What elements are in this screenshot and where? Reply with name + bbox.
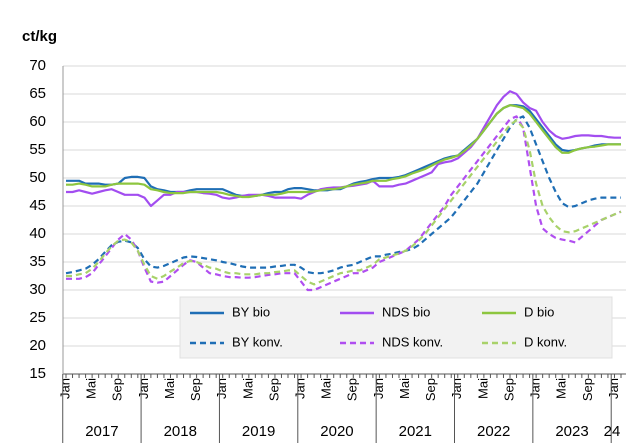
x-tick-label: Sep bbox=[580, 378, 595, 401]
y-tick-label: 15 bbox=[29, 365, 46, 382]
x-tick-label: Sep bbox=[266, 378, 281, 401]
year-label: 2017 bbox=[85, 423, 118, 440]
x-tick-label: Mai bbox=[162, 378, 177, 399]
series-line bbox=[65, 115, 621, 275]
x-tick-label: Jan bbox=[449, 378, 464, 399]
y-axis-label: ct/kg bbox=[22, 28, 57, 45]
y-tick-label: 40 bbox=[29, 225, 46, 242]
y-tick-label: 50 bbox=[29, 169, 46, 186]
x-tick-label: Sep bbox=[345, 378, 360, 401]
y-tick-label: 20 bbox=[29, 337, 46, 354]
year-label: 2018 bbox=[164, 423, 197, 440]
year-label: 2020 bbox=[320, 423, 353, 440]
x-tick-label: Mai bbox=[475, 378, 490, 399]
x-tick-label: Mai bbox=[554, 378, 569, 399]
year-label: 2019 bbox=[242, 423, 275, 440]
x-tick-label: Mai bbox=[319, 378, 334, 399]
year-label: 24 bbox=[604, 423, 621, 440]
legend-label: D bio bbox=[524, 304, 554, 319]
y-tick-label: 25 bbox=[29, 309, 46, 326]
y-tick-label: 65 bbox=[29, 85, 46, 102]
x-tick-label: Sep bbox=[423, 378, 438, 401]
legend-label: BY konv. bbox=[232, 334, 283, 349]
legend-label: NDS bio bbox=[382, 304, 430, 319]
x-tick-label: Sep bbox=[501, 378, 516, 401]
legend-label: D konv. bbox=[524, 334, 567, 349]
series-line bbox=[66, 104, 621, 199]
legend-label: BY bio bbox=[232, 304, 270, 319]
x-tick-label: Mai bbox=[240, 378, 255, 399]
x-tick-label: Mai bbox=[397, 378, 412, 399]
x-tick-label: Sep bbox=[188, 378, 203, 401]
x-tick-label: Jan bbox=[606, 378, 621, 399]
x-tick-label: Jan bbox=[292, 378, 307, 399]
series-line bbox=[66, 115, 622, 292]
x-tick-label: Jan bbox=[371, 378, 386, 399]
legend: BY bio NDS bio D bio BY konv. NDS konv. D kon… bbox=[179, 296, 613, 359]
x-tick-label: Jan bbox=[214, 378, 229, 399]
y-tick-label: 55 bbox=[29, 141, 46, 158]
x-tick-label: Jan bbox=[57, 378, 72, 399]
y-tick-label: 70 bbox=[29, 57, 46, 74]
y-tick-label: 45 bbox=[29, 197, 46, 214]
series-line bbox=[66, 119, 622, 286]
x-tick-label: Sep bbox=[110, 378, 125, 401]
year-label: 2023 bbox=[555, 423, 588, 440]
year-label: 2021 bbox=[399, 423, 432, 440]
year-label: 2022 bbox=[477, 423, 510, 440]
x-tick-label: Mai bbox=[84, 378, 99, 399]
y-tick-label: 30 bbox=[29, 281, 46, 298]
y-tick-label: 60 bbox=[29, 113, 46, 130]
y-tick-label: 35 bbox=[29, 253, 46, 270]
x-tick-label: Jan bbox=[136, 378, 151, 399]
legend-label: NDS konv. bbox=[382, 334, 443, 349]
legend-box bbox=[179, 296, 613, 359]
x-tick-label: Jan bbox=[528, 378, 543, 399]
